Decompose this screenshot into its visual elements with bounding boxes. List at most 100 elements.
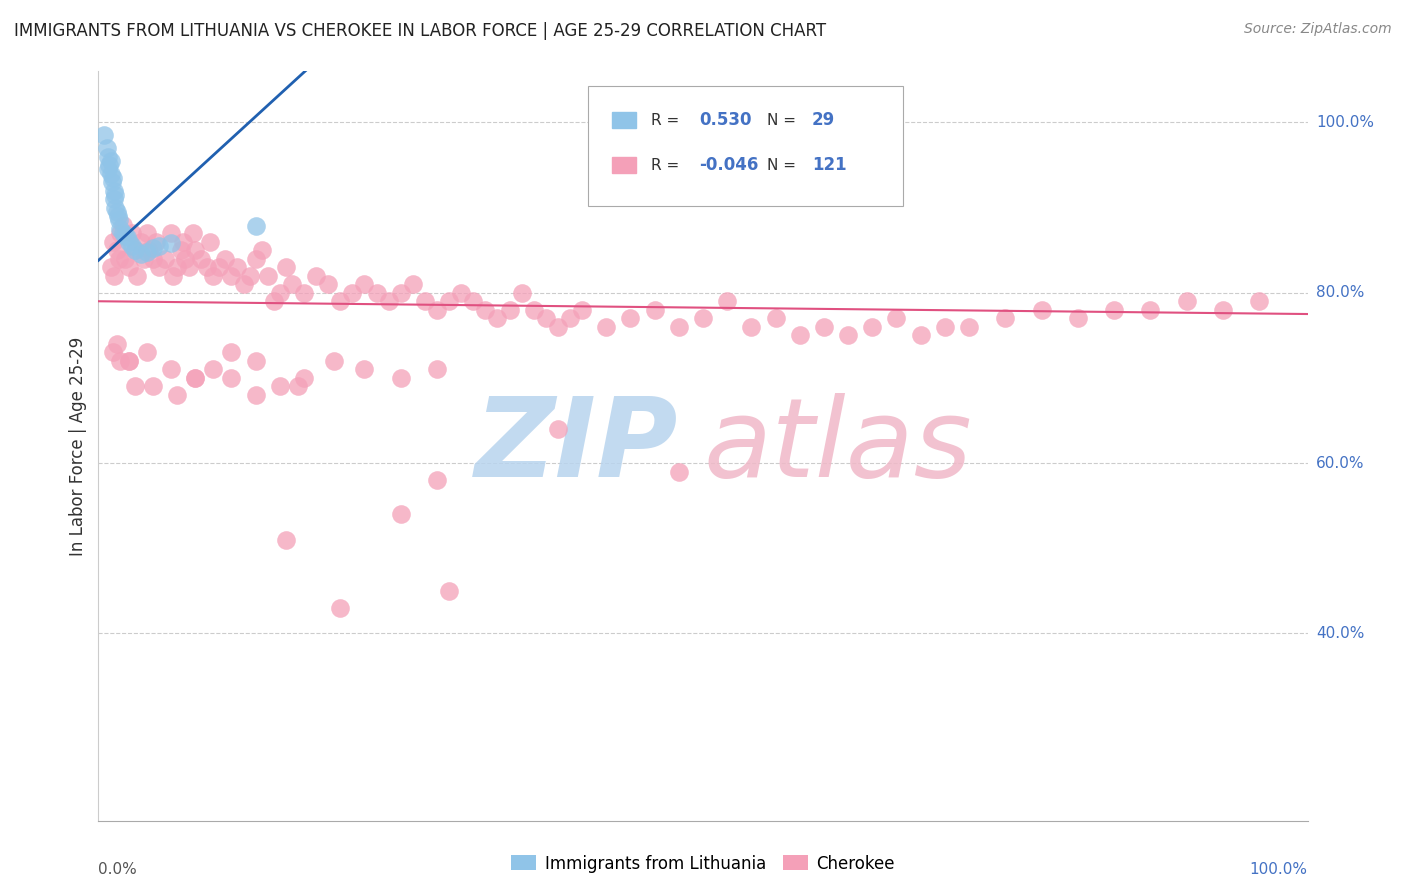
Point (323, 354, 346, 368)
Point (105, 243, 128, 257)
Point (389, 507, 412, 521)
Point (121, 226, 143, 240)
Point (595, 319, 617, 334)
Point (105, 205, 128, 219)
Text: Source: ZipAtlas.com: Source: ZipAtlas.com (1244, 22, 1392, 37)
Point (162, 268, 184, 283)
Point (269, 379, 291, 393)
Point (250, 243, 273, 257)
Point (558, 311, 581, 326)
Point (93, 128, 115, 143)
Point (135, 345, 157, 359)
Point (292, 371, 315, 385)
Point (437, 294, 460, 309)
Point (101, 345, 124, 359)
Point (426, 302, 449, 317)
Point (127, 268, 149, 283)
Point (108, 222, 131, 236)
Point (886, 311, 908, 326)
Point (619, 311, 641, 326)
Point (389, 285, 412, 300)
Point (117, 230, 139, 244)
Point (179, 260, 201, 275)
Point (107, 209, 129, 223)
Point (221, 268, 243, 283)
Text: 0.0%: 0.0% (98, 862, 138, 877)
Point (100, 153, 122, 168)
Point (100, 260, 122, 275)
Point (214, 252, 236, 266)
Point (97, 162, 120, 177)
Point (160, 236, 183, 251)
Point (202, 362, 225, 376)
Text: ZIP: ZIP (475, 392, 679, 500)
Point (413, 294, 436, 309)
Point (134, 252, 156, 266)
Point (124, 379, 146, 393)
Text: N =: N = (768, 158, 801, 172)
Point (498, 302, 520, 317)
Point (129, 247, 152, 261)
Point (148, 239, 170, 253)
Point (114, 252, 136, 266)
Point (108, 252, 131, 266)
Point (232, 277, 254, 292)
Point (198, 235, 221, 249)
Point (142, 379, 165, 393)
Point (994, 311, 1017, 326)
Point (111, 218, 134, 232)
Point (118, 260, 141, 275)
Point (547, 422, 569, 436)
Point (111, 226, 134, 240)
Point (426, 473, 449, 487)
Point (103, 184, 125, 198)
Point (202, 268, 225, 283)
Point (571, 302, 593, 317)
Point (118, 354, 141, 368)
Text: R =: R = (651, 112, 685, 128)
Point (172, 235, 194, 249)
Point (153, 252, 176, 266)
Point (100, 167, 122, 181)
Point (138, 243, 160, 257)
Point (534, 311, 557, 326)
Point (104, 201, 127, 215)
Text: 29: 29 (811, 112, 835, 129)
Point (474, 302, 496, 317)
Point (135, 226, 157, 240)
Bar (613, 112, 637, 128)
Point (510, 285, 533, 300)
Point (263, 294, 285, 309)
Point (353, 362, 375, 376)
Point (221, 371, 243, 385)
Point (184, 371, 207, 385)
Point (166, 388, 188, 402)
Point (108, 354, 131, 368)
Point (437, 583, 460, 598)
Point (463, 294, 485, 309)
Point (142, 252, 165, 266)
Point (145, 235, 167, 249)
Point (124, 243, 146, 257)
Point (181, 226, 204, 240)
Point (97, 149, 120, 163)
Text: N =: N = (768, 112, 801, 128)
Point (174, 252, 197, 266)
Point (287, 379, 309, 393)
Point (98, 158, 121, 172)
Point (329, 294, 352, 309)
Point (366, 285, 388, 300)
Point (105, 336, 128, 351)
Point (281, 277, 304, 292)
Point (316, 277, 339, 292)
Point (1249, 294, 1271, 309)
Point (100, 175, 122, 189)
Point (934, 319, 956, 334)
Point (148, 260, 170, 275)
Point (269, 285, 291, 300)
Point (195, 260, 218, 275)
Point (160, 362, 183, 376)
Point (342, 285, 364, 300)
Point (221, 345, 243, 359)
Point (1175, 294, 1198, 309)
